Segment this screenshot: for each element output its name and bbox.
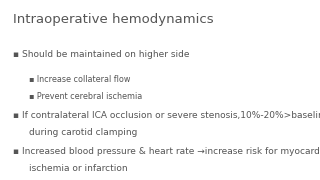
Text: during carotid clamping: during carotid clamping (29, 128, 137, 137)
Text: Intraoperative hemodynamics: Intraoperative hemodynamics (13, 13, 213, 26)
Text: ▪ Increase collateral flow: ▪ Increase collateral flow (29, 75, 130, 84)
Text: ▪ Increased blood pressure & heart rate →increase risk for myocardial: ▪ Increased blood pressure & heart rate … (13, 147, 320, 156)
Text: ▪ If contralateral ICA occlusion or severe stenosis,10%-20%>baseline: ▪ If contralateral ICA occlusion or seve… (13, 111, 320, 120)
Text: ischemia or infarction: ischemia or infarction (29, 164, 127, 173)
Text: ▪ Prevent cerebral ischemia: ▪ Prevent cerebral ischemia (29, 92, 142, 101)
Text: ▪ Should be maintained on higher side: ▪ Should be maintained on higher side (13, 50, 189, 59)
